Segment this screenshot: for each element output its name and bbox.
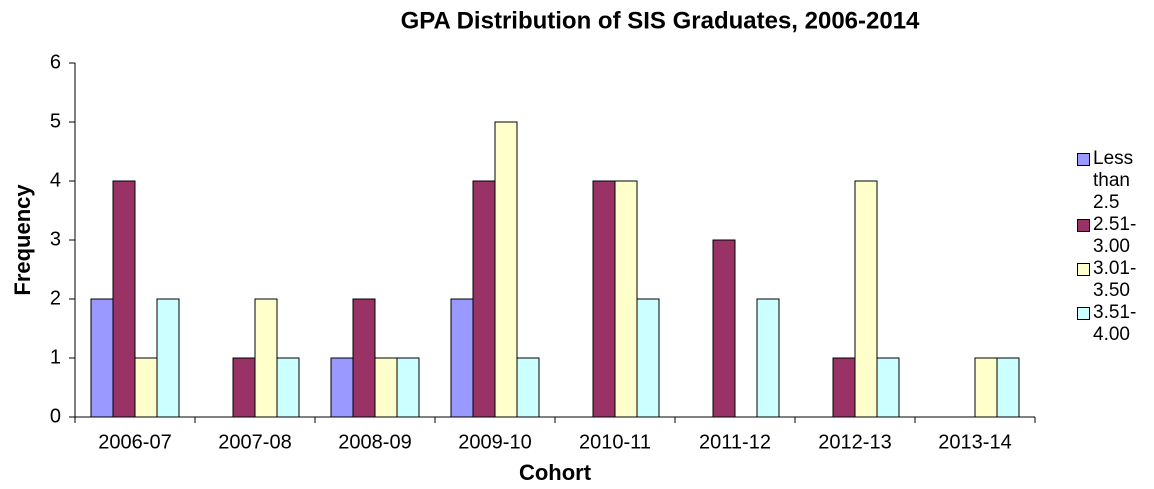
legend-swatch [1077,219,1090,232]
legend-item: 3.51-4.00 [1077,302,1154,346]
bar [276,357,300,418]
y-tick-label: 3 [50,228,61,250]
legend-label: 3.51-4.00 [1093,302,1137,345]
bar [396,357,420,418]
y-axis-label: Frequency [10,184,35,296]
bar [592,180,616,418]
legend: Less than 2.5 2.51-3.00 3.01-3.50 3.51-4.00 [1077,148,1154,346]
legend-label: 2.51-3.00 [1093,214,1137,257]
legend-label: Less than 2.5 [1093,148,1134,213]
legend-label: 3.01-3.50 [1093,258,1137,301]
y-tick-label: 1 [50,346,61,368]
bar [996,357,1020,418]
bar [352,298,376,418]
legend-item: Less than 2.5 [1077,148,1154,214]
bar [330,357,354,418]
y-tick-label: 0 [50,405,61,427]
x-tick-label: 2008-09 [338,431,411,453]
bar [636,298,660,418]
bar [712,239,736,418]
bar [450,298,474,418]
legend-swatch [1077,153,1090,166]
x-tick-label: 2006-07 [98,431,171,453]
bar [374,357,398,418]
x-tick-label: 2010-11 [579,431,651,453]
legend-item: 2.51-3.00 [1077,214,1154,258]
y-tick-label: 2 [50,287,61,309]
bar [134,357,158,418]
chart-title: GPA Distribution of SIS Graduates, 2006-… [401,7,920,34]
bar [232,357,256,418]
bar [494,121,518,418]
bar [876,357,900,418]
legend-item: 3.01-3.50 [1077,258,1154,302]
x-tick-label: 2007-08 [218,431,291,453]
bar [974,357,998,418]
bar [832,357,856,418]
bar [254,298,278,418]
x-axis-label: Cohort [519,460,592,485]
x-tick-label: 2009-10 [458,431,531,453]
bar [156,298,180,418]
y-tick-label: 5 [50,110,61,132]
bar [756,298,780,418]
y-tick-label: 4 [50,169,61,191]
bar [112,180,136,418]
bar [854,180,878,418]
x-tick-label: 2011-12 [699,431,771,453]
y-tick-label: 6 [50,51,61,73]
bar [90,298,114,418]
x-tick-label: 2013-14 [938,431,1011,453]
bar [516,357,540,418]
bar [472,180,496,418]
legend-swatch [1077,307,1090,320]
legend-swatch [1077,263,1090,276]
bar [614,180,638,418]
x-tick-label: 2012-13 [818,431,891,453]
